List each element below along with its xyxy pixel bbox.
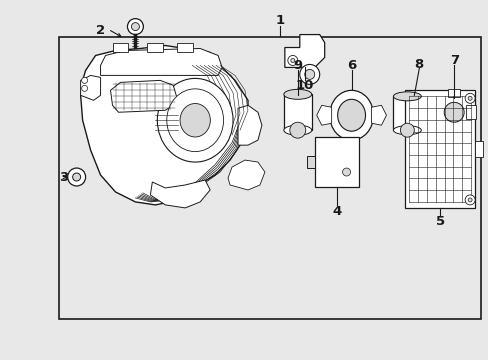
Circle shape bbox=[464, 93, 474, 103]
Ellipse shape bbox=[337, 99, 365, 131]
Circle shape bbox=[287, 55, 297, 66]
Bar bbox=[306, 156, 314, 168]
Bar bbox=[447, 89, 459, 97]
Circle shape bbox=[467, 96, 471, 100]
Text: 10: 10 bbox=[295, 79, 313, 92]
Ellipse shape bbox=[393, 92, 421, 101]
Circle shape bbox=[443, 102, 463, 122]
Bar bbox=[393, 96, 421, 130]
Bar bbox=[465, 105, 475, 119]
Text: 9: 9 bbox=[293, 59, 302, 72]
Text: 3: 3 bbox=[59, 171, 68, 184]
Circle shape bbox=[464, 195, 474, 205]
Circle shape bbox=[304, 69, 314, 80]
Text: 1: 1 bbox=[275, 14, 284, 27]
Polygon shape bbox=[316, 105, 331, 125]
Ellipse shape bbox=[166, 89, 223, 152]
Polygon shape bbox=[150, 180, 210, 208]
Bar bbox=[59, 37, 480, 319]
Circle shape bbox=[290, 58, 294, 62]
Bar bbox=[405, 90, 474, 208]
Bar bbox=[147, 42, 163, 53]
Bar bbox=[112, 42, 128, 53]
Circle shape bbox=[81, 77, 87, 84]
Polygon shape bbox=[285, 35, 324, 67]
Circle shape bbox=[342, 168, 350, 176]
Circle shape bbox=[467, 198, 471, 202]
Ellipse shape bbox=[283, 89, 311, 99]
Polygon shape bbox=[81, 45, 247, 205]
Text: 7: 7 bbox=[448, 54, 458, 67]
Text: 8: 8 bbox=[414, 58, 423, 71]
Circle shape bbox=[400, 123, 413, 137]
Text: 4: 4 bbox=[331, 205, 341, 219]
Circle shape bbox=[436, 95, 470, 129]
Polygon shape bbox=[227, 160, 264, 190]
Circle shape bbox=[289, 122, 305, 138]
Polygon shape bbox=[81, 75, 101, 100]
Polygon shape bbox=[238, 105, 262, 145]
Ellipse shape bbox=[157, 78, 233, 162]
Polygon shape bbox=[371, 105, 386, 125]
Text: 5: 5 bbox=[435, 215, 444, 228]
Ellipse shape bbox=[393, 126, 421, 135]
Bar bbox=[314, 137, 358, 187]
Ellipse shape bbox=[329, 90, 373, 140]
Ellipse shape bbox=[283, 125, 311, 135]
Polygon shape bbox=[110, 80, 178, 112]
Circle shape bbox=[67, 168, 85, 186]
Bar bbox=[177, 42, 193, 53]
Polygon shape bbox=[101, 49, 222, 75]
Bar bbox=[474, 141, 482, 157]
Circle shape bbox=[73, 173, 81, 181]
Circle shape bbox=[131, 23, 139, 31]
Circle shape bbox=[299, 64, 319, 84]
Ellipse shape bbox=[180, 103, 210, 137]
Text: 6: 6 bbox=[346, 59, 355, 72]
Bar bbox=[283, 94, 311, 130]
Circle shape bbox=[127, 19, 143, 35]
Circle shape bbox=[81, 85, 87, 91]
Text: 2: 2 bbox=[96, 24, 105, 37]
